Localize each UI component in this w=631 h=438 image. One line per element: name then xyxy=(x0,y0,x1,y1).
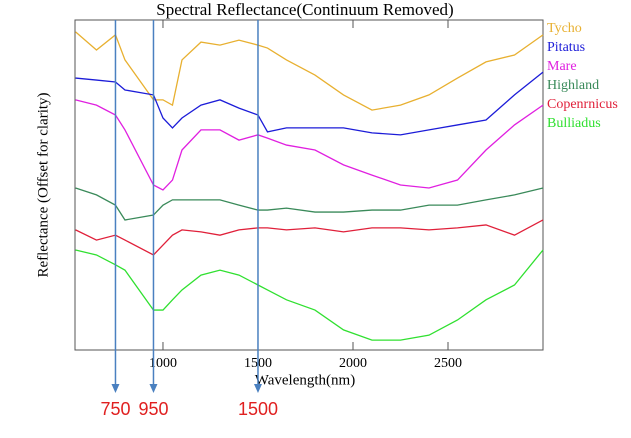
series-line xyxy=(75,219,544,256)
legend-label: Bulliadus xyxy=(547,116,601,131)
series-line xyxy=(75,99,544,191)
arrow-head xyxy=(111,384,120,393)
series-line xyxy=(75,249,544,341)
legend-label: Pitatus xyxy=(547,40,585,55)
legend-label: Copenrnicus xyxy=(547,97,618,112)
annotation-label: 950 xyxy=(138,399,168,419)
series-line xyxy=(75,31,544,111)
arrow-head xyxy=(149,384,158,393)
x-tick-label: 2000 xyxy=(339,356,367,371)
annotation-label: 1500 xyxy=(238,399,278,419)
arrow-head xyxy=(253,384,262,393)
x-axis-label: Wavelength(nm) xyxy=(255,372,355,388)
legend-label: Highland xyxy=(547,78,599,93)
chart-title: Spectral Reflectance(Continuum Removed) xyxy=(156,0,453,19)
x-tick-label: 2500 xyxy=(434,356,462,371)
series-line xyxy=(75,71,544,136)
series-line xyxy=(75,187,544,221)
plot-frame xyxy=(74,19,544,351)
annotation-label: 750 xyxy=(100,399,130,419)
y-axis-label: Reflectance (Offset for clarity) xyxy=(35,92,51,277)
legend-label: Mare xyxy=(547,59,577,74)
x-tick-label: 1000 xyxy=(149,356,177,371)
legend-label: Tycho xyxy=(547,21,582,36)
